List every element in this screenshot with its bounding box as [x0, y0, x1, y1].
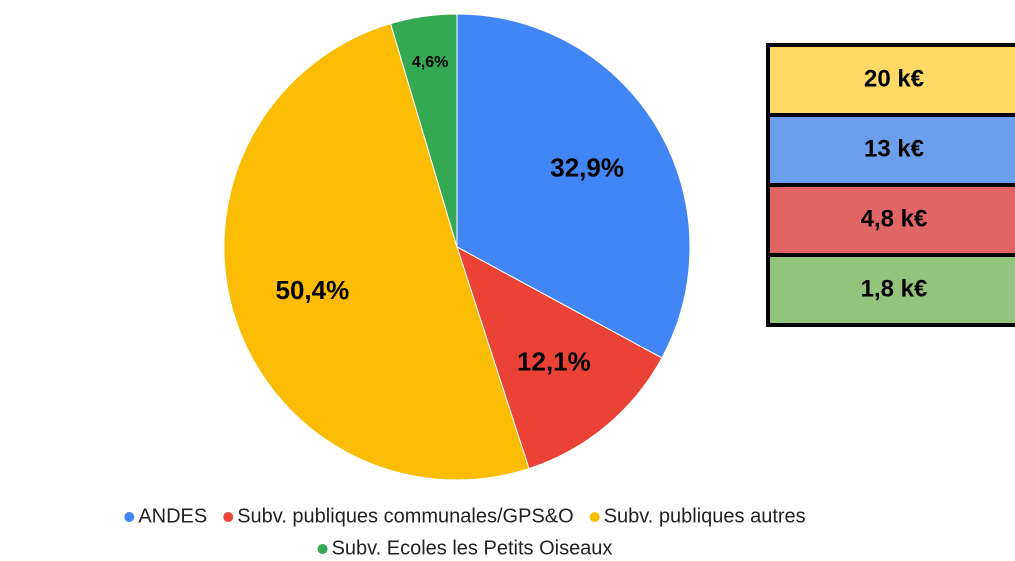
slice-label: 4,6%: [412, 54, 448, 71]
summary-cell: [766, 113, 1015, 187]
legend-label: ANDES: [138, 505, 207, 527]
slice-label: 32,9%: [550, 152, 624, 182]
pie-slice: [223, 23, 530, 481]
legend-label: Subv. publiques autres: [604, 505, 806, 527]
summary-cell: [766, 43, 1015, 117]
summary-label: 13 k€: [864, 135, 924, 162]
summary-cell: [766, 253, 1015, 327]
pie-slice: [456, 245, 663, 470]
legend-label: Subv. publiques communales/GPS&O: [237, 505, 573, 527]
slice-label: 50,4%: [276, 275, 350, 305]
pie-slice: [389, 13, 458, 248]
legend-marker: [124, 512, 135, 522]
legend-marker: [223, 512, 234, 522]
legend-marker: [589, 512, 600, 522]
summary-label: 4,8 k€: [861, 205, 928, 232]
slice-label: 12,1%: [517, 346, 591, 376]
pie-slice: [456, 13, 691, 359]
legend-label: Subv. Ecoles les Petits Oiseaux: [332, 537, 613, 559]
summary-label: 20 k€: [864, 65, 924, 92]
legend-marker: [317, 544, 328, 554]
summary-label: 1,8 k€: [861, 275, 928, 302]
